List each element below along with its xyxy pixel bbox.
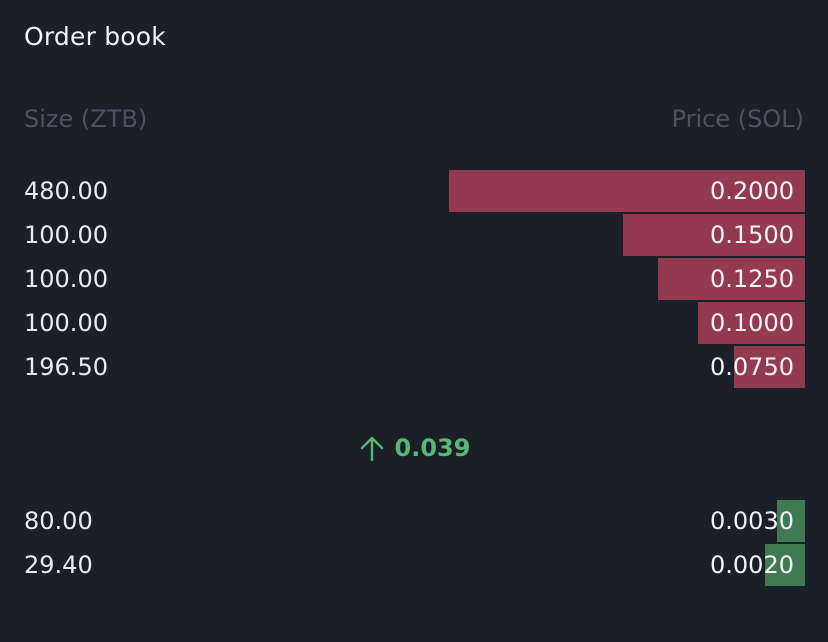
ask-size: 100.00 [24, 265, 108, 293]
ask-price: 0.1500 [710, 221, 794, 249]
ask-row[interactable]: 100.00 0.1250 [0, 258, 828, 300]
ask-row[interactable]: 100.00 0.1500 [0, 214, 828, 256]
bid-size: 29.40 [24, 551, 93, 579]
ask-size: 196.50 [24, 353, 108, 381]
bid-depth-bar [777, 500, 805, 542]
price-column-header: Price (SOL) [671, 105, 804, 133]
ask-price: 0.1000 [710, 309, 794, 337]
ask-depth-bar [698, 302, 805, 344]
bid-size: 80.00 [24, 507, 93, 535]
ask-price: 0.0750 [710, 353, 794, 381]
panel-title: Order book [24, 22, 166, 51]
arrow-up-icon [359, 434, 385, 462]
bid-price: 0.0030 [710, 507, 794, 535]
ask-depth-bar [623, 214, 805, 256]
ask-depth-bar [658, 258, 805, 300]
ask-size: 100.00 [24, 309, 108, 337]
ask-row[interactable]: 100.00 0.1000 [0, 302, 828, 344]
ask-size: 100.00 [24, 221, 108, 249]
ask-price: 0.1250 [710, 265, 794, 293]
bid-row[interactable]: 80.00 0.0030 [0, 500, 828, 542]
ask-price: 0.2000 [710, 177, 794, 205]
bid-row[interactable]: 29.40 0.0020 [0, 544, 828, 586]
bid-depth-bar [765, 544, 805, 586]
last-price: 0.039 [0, 430, 828, 466]
ask-depth-bar [734, 346, 805, 388]
ask-depth-bar [449, 170, 805, 212]
last-price-value: 0.039 [394, 434, 471, 462]
ask-size: 480.00 [24, 177, 108, 205]
ask-row[interactable]: 196.50 0.0750 [0, 346, 828, 388]
size-column-header: Size (ZTB) [24, 105, 148, 133]
bid-price: 0.0020 [710, 551, 794, 579]
ask-row[interactable]: 480.00 0.2000 [0, 170, 828, 212]
